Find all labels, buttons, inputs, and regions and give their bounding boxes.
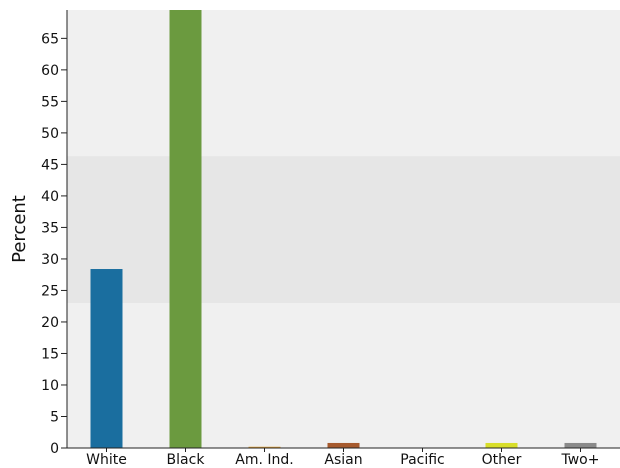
bar-two <box>564 442 597 448</box>
x-tick-label: White <box>86 452 127 468</box>
x-tick-label: Two+ <box>561 452 600 468</box>
y-tick-label: 15 <box>41 346 59 362</box>
bars-group <box>90 10 597 448</box>
y-tick-label: 25 <box>41 283 59 299</box>
bar-black <box>169 10 202 448</box>
x-tick-label: Black <box>167 452 206 468</box>
y-tick-label: 45 <box>41 157 59 173</box>
shaded-range-band <box>67 156 620 304</box>
y-tick-label: 65 <box>41 31 59 47</box>
y-tick-label: 5 <box>50 409 59 425</box>
y-tick-label: 40 <box>41 189 59 205</box>
x-tick-label: Other <box>482 452 522 468</box>
bar-asian <box>327 442 360 448</box>
x-tick-label: Am. Ind. <box>235 452 293 468</box>
x-tick-label: Pacific <box>400 452 445 468</box>
y-tick-label: 20 <box>41 315 59 331</box>
y-axis-ticks: 0 5 10 15 20 25 30 35 40 45 50 55 60 65 <box>41 31 67 457</box>
y-axis-title: Percent <box>9 195 30 263</box>
y-tick-label: 10 <box>41 378 59 394</box>
x-axis-ticks: White Black Am. Ind. Asian Pacific Other Two+ <box>86 448 599 468</box>
y-tick-label: 60 <box>41 63 59 79</box>
y-tick-label: 50 <box>41 126 59 142</box>
y-tick-label: 35 <box>41 220 59 236</box>
y-tick-label: 0 <box>50 441 59 457</box>
bar-am-ind <box>248 446 281 448</box>
x-tick-label: Asian <box>324 452 362 468</box>
y-tick-label: 55 <box>41 94 59 110</box>
bar-white <box>90 269 123 448</box>
y-tick-label: 30 <box>41 252 59 268</box>
bar-other <box>485 442 518 448</box>
